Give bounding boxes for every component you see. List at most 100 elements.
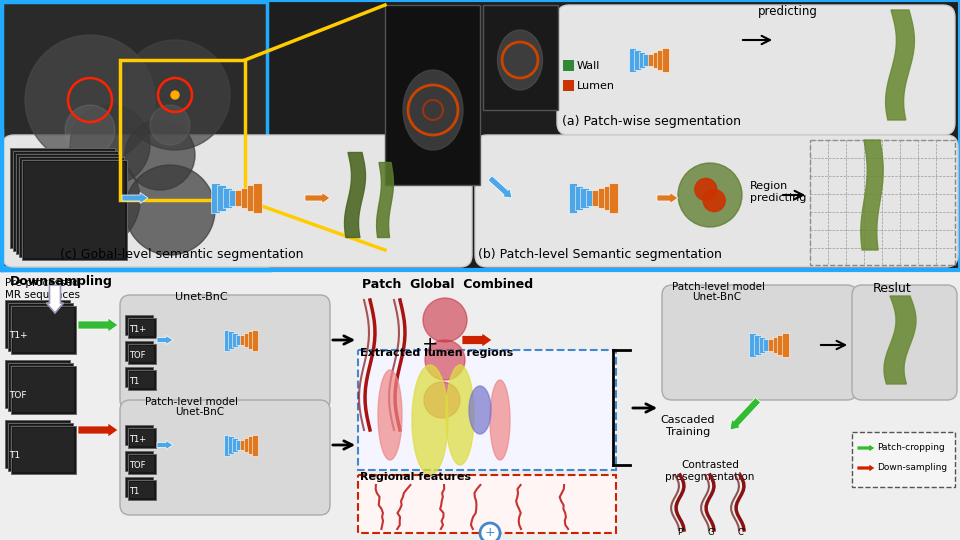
Ellipse shape	[490, 380, 510, 460]
Bar	[581, 188, 588, 208]
Bar	[224, 435, 229, 456]
Bar	[130, 430, 154, 446]
Polygon shape	[861, 140, 883, 250]
Bar	[563, 60, 574, 71]
Bar	[11, 426, 76, 474]
Bar	[773, 337, 780, 353]
Text: TOF: TOF	[129, 462, 146, 470]
Bar	[231, 438, 238, 452]
Bar	[18, 156, 119, 252]
Text: predicting: predicting	[758, 5, 818, 18]
Bar	[127, 369, 151, 385]
Bar	[5, 360, 70, 408]
Text: (c) Gobal-level semantic segmentation: (c) Gobal-level semantic segmentation	[60, 248, 303, 261]
Ellipse shape	[412, 365, 448, 475]
Bar	[244, 333, 251, 347]
Text: Lumen: Lumen	[577, 81, 615, 91]
Bar	[10, 305, 71, 349]
Bar	[852, 432, 955, 487]
Bar	[21, 159, 122, 255]
Text: Reslut: Reslut	[873, 282, 912, 295]
Bar	[125, 315, 153, 335]
Text: T1: T1	[9, 451, 20, 461]
Bar	[224, 329, 229, 350]
Bar	[125, 451, 153, 471]
FancyArrow shape	[157, 441, 173, 449]
Bar	[223, 187, 231, 208]
Text: Unet-BnC: Unet-BnC	[175, 407, 224, 417]
Bar	[130, 372, 154, 388]
Text: T1+: T1+	[129, 326, 146, 334]
FancyBboxPatch shape	[120, 295, 330, 410]
Bar	[754, 335, 760, 355]
Text: G': G'	[707, 528, 716, 537]
Bar	[228, 436, 233, 454]
FancyBboxPatch shape	[852, 285, 957, 400]
Bar	[127, 479, 151, 495]
Bar	[658, 50, 664, 70]
Circle shape	[125, 120, 195, 190]
Bar	[16, 154, 121, 254]
Text: Downsampling: Downsampling	[10, 275, 113, 288]
Bar	[15, 153, 116, 249]
Bar	[130, 320, 154, 336]
Bar	[358, 350, 616, 470]
Bar	[240, 440, 246, 450]
Bar	[358, 475, 616, 533]
Text: TOF: TOF	[9, 392, 27, 401]
Text: Cascaded
Training: Cascaded Training	[660, 415, 715, 437]
Bar	[385, 5, 480, 185]
FancyBboxPatch shape	[662, 285, 857, 400]
Bar	[128, 480, 156, 500]
Bar	[5, 300, 70, 348]
Bar	[231, 333, 238, 347]
Text: Patch  Global  Combined: Patch Global Combined	[362, 278, 533, 291]
Text: Unet-BnC: Unet-BnC	[692, 292, 741, 302]
Text: Contrasted
presegmentation: Contrasted presegmentation	[665, 460, 755, 482]
Circle shape	[40, 150, 140, 250]
Text: Wall: Wall	[577, 61, 600, 71]
Ellipse shape	[446, 365, 474, 465]
Bar	[241, 187, 250, 208]
Bar	[587, 191, 594, 206]
Bar	[125, 341, 153, 361]
FancyArrow shape	[857, 444, 875, 452]
Bar	[128, 454, 156, 474]
Bar	[569, 183, 577, 213]
Bar	[0, 0, 960, 270]
Bar	[662, 48, 669, 72]
Text: +: +	[485, 526, 495, 539]
Bar	[10, 425, 71, 469]
Circle shape	[678, 163, 742, 227]
Text: T1: T1	[129, 377, 139, 387]
Bar	[244, 438, 251, 452]
Circle shape	[150, 105, 190, 145]
Ellipse shape	[378, 370, 402, 460]
FancyArrow shape	[46, 285, 63, 313]
Circle shape	[125, 165, 215, 255]
Bar	[358, 350, 616, 470]
FancyBboxPatch shape	[557, 5, 955, 135]
Text: (b) Patch-level Semantic segmentation: (b) Patch-level Semantic segmentation	[478, 248, 722, 261]
FancyArrow shape	[305, 192, 330, 204]
Bar	[24, 162, 125, 258]
Bar	[0, 0, 960, 270]
Bar	[252, 329, 258, 350]
Ellipse shape	[497, 30, 542, 90]
FancyArrow shape	[730, 397, 760, 430]
Bar	[13, 368, 74, 412]
Bar	[125, 367, 153, 387]
FancyArrow shape	[157, 335, 173, 345]
Text: P': P'	[677, 528, 684, 537]
Text: T1: T1	[129, 488, 139, 496]
Circle shape	[425, 340, 465, 380]
Bar	[648, 54, 655, 66]
Bar	[0, 270, 960, 540]
Bar	[13, 308, 74, 352]
Bar	[13, 151, 118, 251]
Bar	[130, 456, 154, 472]
Text: Regional features: Regional features	[360, 472, 471, 482]
Bar	[252, 435, 258, 456]
Bar	[130, 482, 154, 498]
Text: C': C'	[737, 528, 745, 537]
